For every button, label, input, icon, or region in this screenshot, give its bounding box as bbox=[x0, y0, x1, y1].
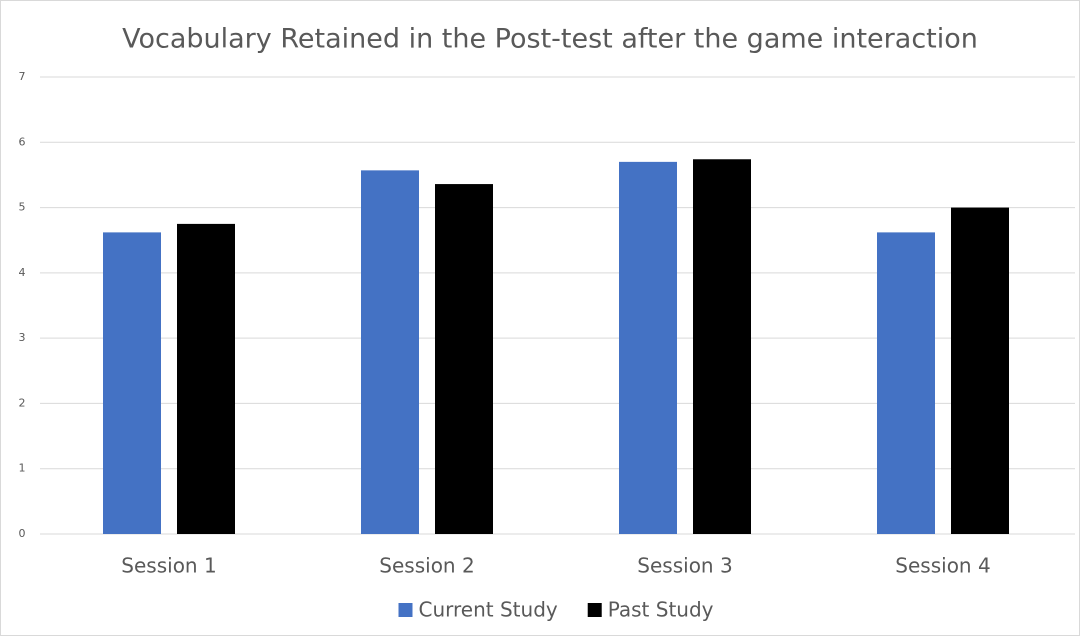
bar bbox=[619, 161, 677, 534]
legend-swatch bbox=[587, 603, 602, 617]
y-tick-label: 1 bbox=[19, 462, 26, 475]
y-tick-label: 0 bbox=[19, 527, 26, 540]
bar bbox=[877, 232, 935, 534]
y-tick-label: 2 bbox=[19, 396, 26, 409]
x-tick-label: Session 3 bbox=[637, 554, 732, 578]
bar bbox=[435, 184, 493, 534]
x-tick-label: Session 2 bbox=[379, 554, 474, 578]
bar bbox=[361, 170, 419, 534]
y-tick-label: 7 bbox=[19, 70, 26, 83]
x-tick-label: Session 1 bbox=[121, 554, 216, 578]
bar bbox=[177, 223, 235, 534]
legend-label: Past Study bbox=[608, 598, 714, 622]
y-tick-label: 3 bbox=[19, 331, 26, 344]
bar bbox=[103, 232, 161, 534]
bar bbox=[693, 159, 751, 534]
y-tick-label: 5 bbox=[19, 201, 26, 214]
bar bbox=[951, 207, 1009, 535]
x-tick-label: Session 4 bbox=[895, 554, 990, 578]
legend-swatch bbox=[398, 603, 413, 617]
y-tick-label: 4 bbox=[19, 266, 26, 279]
chart-title: Vocabulary Retained in the Post-test aft… bbox=[122, 24, 978, 55]
y-tick-label: 6 bbox=[19, 135, 26, 148]
legend-label: Current Study bbox=[419, 598, 558, 622]
